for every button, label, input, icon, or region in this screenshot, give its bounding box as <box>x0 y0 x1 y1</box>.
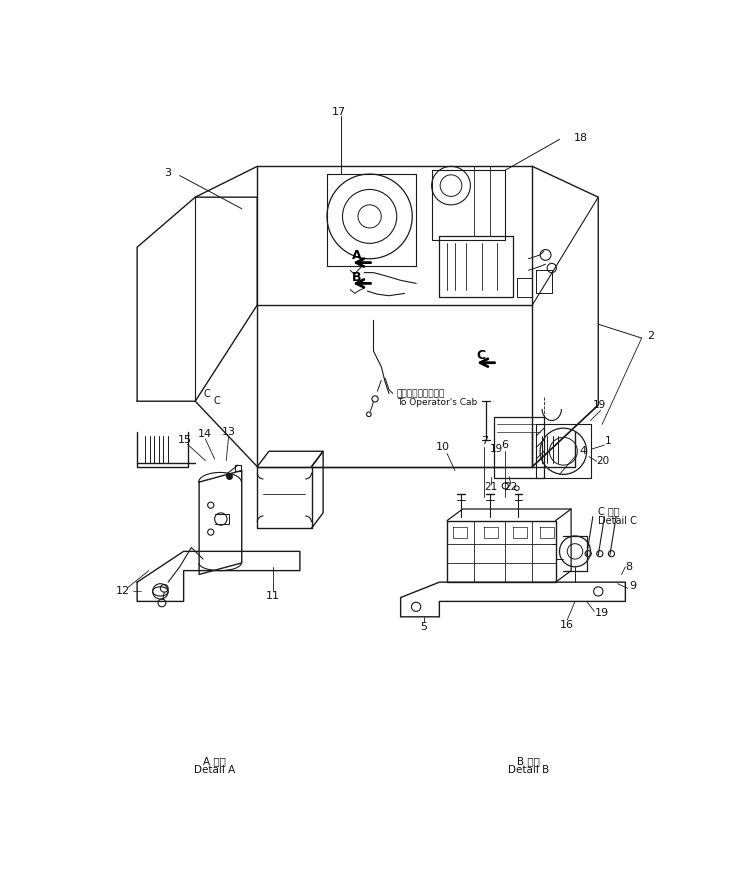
Text: 5: 5 <box>420 622 427 632</box>
Text: 4: 4 <box>579 446 587 457</box>
Text: B: B <box>352 271 361 284</box>
Text: A 詳細: A 詳細 <box>203 756 226 766</box>
Text: 19: 19 <box>593 400 606 410</box>
Text: 16: 16 <box>560 620 575 629</box>
Text: Detail B: Detail B <box>508 765 549 775</box>
Text: 19: 19 <box>490 444 503 454</box>
Text: 12: 12 <box>116 587 130 596</box>
Text: 11: 11 <box>266 591 280 601</box>
Text: 17: 17 <box>332 107 345 118</box>
Text: 19: 19 <box>594 608 609 618</box>
Text: 22: 22 <box>504 483 517 492</box>
Text: To Operator's Cab: To Operator's Cab <box>397 398 477 407</box>
Text: A: A <box>352 249 361 262</box>
Text: Detail C: Detail C <box>598 516 637 526</box>
Text: 20: 20 <box>596 457 610 466</box>
Text: 3: 3 <box>165 168 172 177</box>
Text: 18: 18 <box>573 133 587 143</box>
Text: B 詳細: B 詳細 <box>517 756 540 766</box>
Text: 8: 8 <box>625 561 633 572</box>
Text: 13: 13 <box>222 427 236 437</box>
Text: 14: 14 <box>198 430 212 439</box>
Text: 15: 15 <box>178 435 192 444</box>
Text: 7: 7 <box>481 436 488 446</box>
Text: C: C <box>203 388 210 398</box>
Text: オペレータキャブへ: オペレータキャブへ <box>397 389 445 398</box>
Text: 1: 1 <box>605 436 611 446</box>
Text: C: C <box>476 348 485 361</box>
Text: 21: 21 <box>485 483 498 492</box>
Text: 10: 10 <box>436 443 451 452</box>
Text: C 詳細: C 詳細 <box>598 506 620 516</box>
Text: 6: 6 <box>502 440 509 450</box>
Text: C: C <box>214 396 220 406</box>
Text: 9: 9 <box>629 581 637 591</box>
Text: 2: 2 <box>647 331 655 340</box>
Text: Detail A: Detail A <box>194 765 235 775</box>
